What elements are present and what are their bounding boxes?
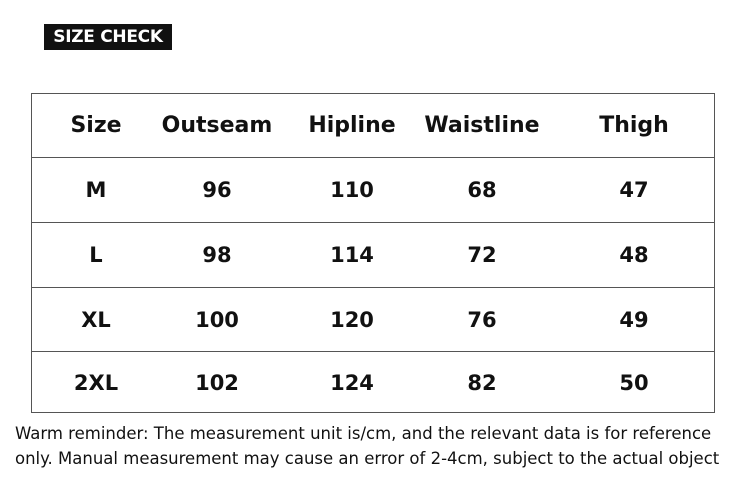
value-cell: 120 [330, 307, 374, 332]
table-row: 2XL 102 124 82 50 [32, 351, 714, 414]
size-cell: XL [81, 307, 111, 332]
value-cell: 68 [467, 178, 497, 202]
header-row: Size Outseam Hipline Waistline Thigh [32, 94, 714, 157]
size-table: Size Outseam Hipline Waistline Thigh M 96 110 68… [31, 93, 715, 413]
value-cell: 124 [330, 371, 374, 395]
value-cell: 100 [195, 307, 239, 332]
value-cell: 76 [467, 307, 497, 332]
value-cell: 82 [467, 371, 497, 395]
size-cell: 2XL [73, 371, 119, 395]
value-cell: 47 [619, 178, 649, 202]
table-row: L 98 114 72 48 [32, 222, 714, 287]
footnote-line: only. Manual measurement may cause an er… [15, 449, 720, 468]
column-header: Hipline [308, 113, 396, 138]
table-row: XL 100 120 76 49 [32, 287, 714, 351]
value-cell: 110 [330, 178, 374, 202]
value-cell: 102 [195, 371, 239, 395]
value-cell: 114 [330, 243, 374, 267]
value-cell: 50 [619, 371, 649, 395]
column-header: Waistline [424, 113, 540, 138]
table-row: M 96 110 68 47 [32, 157, 714, 222]
size-cell: L [89, 243, 103, 267]
size-cell: M [85, 178, 107, 202]
column-header: Thigh [599, 113, 669, 138]
column-header: Outseam [161, 113, 273, 138]
value-cell: 72 [467, 243, 497, 267]
column-header: Size [70, 113, 122, 138]
footnote-line: Warm reminder: The measurement unit is/c… [15, 424, 712, 443]
value-cell: 98 [202, 243, 232, 267]
value-cell: 49 [619, 307, 649, 332]
value-cell: 96 [202, 178, 232, 202]
title-badge: SIZE CHECK [44, 24, 172, 50]
value-cell: 48 [619, 243, 649, 267]
